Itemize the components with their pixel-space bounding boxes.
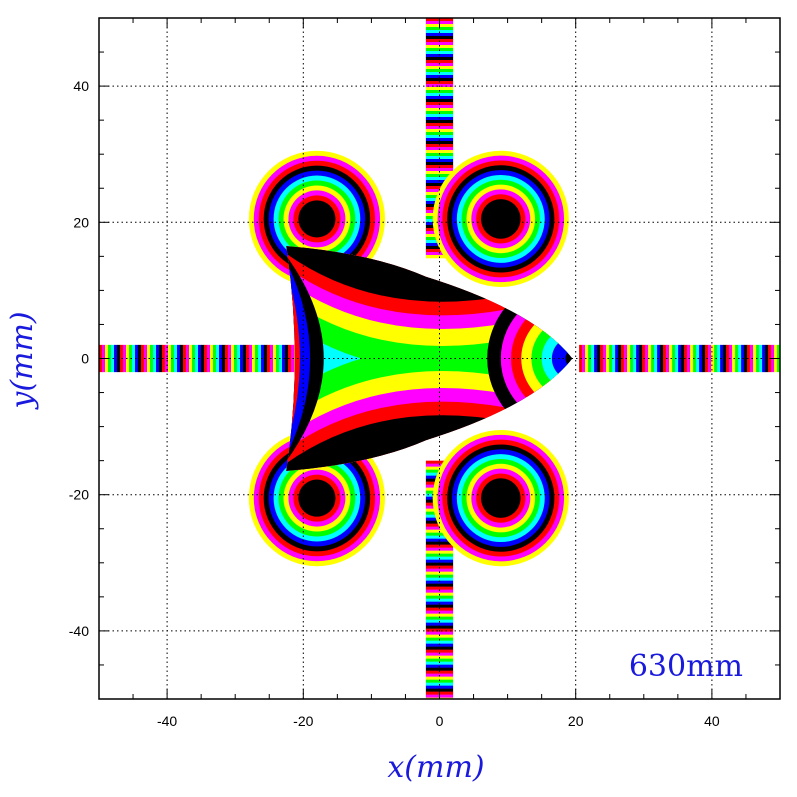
- pole-region: [432, 430, 569, 567]
- x-tick-label: 0: [436, 713, 444, 729]
- y-tick-label: 40: [73, 78, 89, 94]
- pole-region: [248, 150, 386, 287]
- x-axis-title: x(mm): [387, 750, 484, 785]
- distance-annotation: 630mm: [629, 649, 743, 684]
- x-tick-label: 20: [568, 713, 584, 729]
- y-tick-labels: 40 20 0 -20 -40: [69, 78, 89, 639]
- axis-ticks: [98, 17, 781, 700]
- x-tick-label: 40: [704, 713, 720, 729]
- pole-region: [248, 430, 386, 567]
- y-tick-label: -20: [69, 487, 89, 503]
- y-tick-label: 20: [73, 214, 89, 230]
- y-tick-label: -40: [69, 623, 89, 639]
- pole-region: [432, 150, 569, 287]
- x-tick-label: -40: [157, 713, 177, 729]
- y-tick-label: 0: [81, 351, 89, 367]
- grid-lines: [99, 18, 780, 699]
- heatmap-layer: [99, 18, 780, 699]
- y-axis-title: y(mm): [5, 311, 40, 410]
- x-tick-labels: -40 -20 0 20 40: [157, 713, 720, 729]
- x-tick-label: -20: [293, 713, 313, 729]
